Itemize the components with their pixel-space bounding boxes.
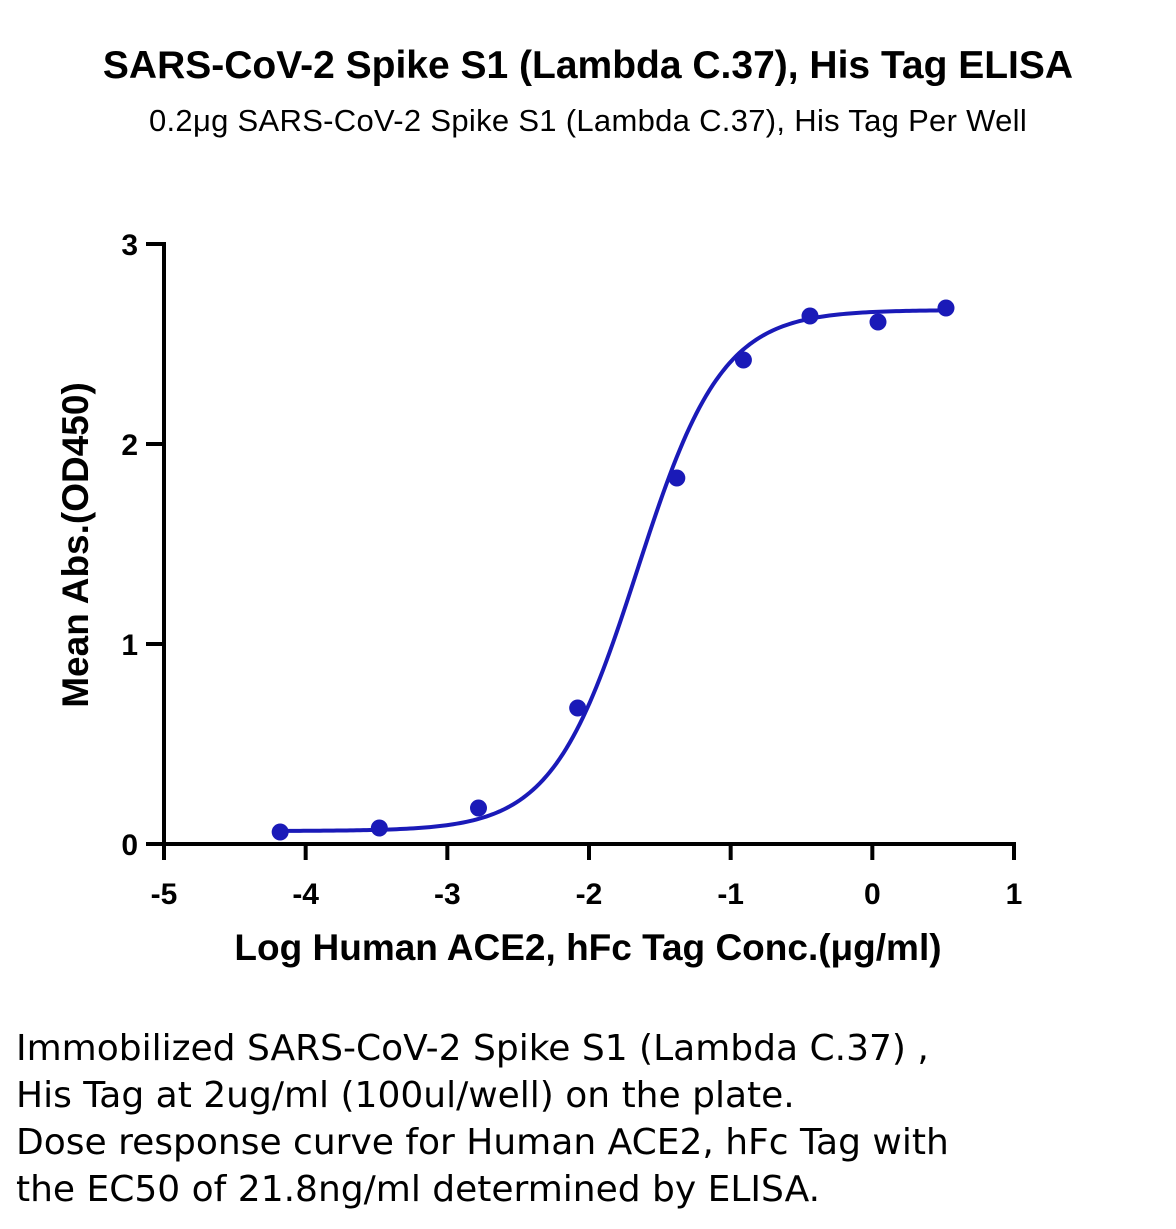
y-tick-label: 2: [121, 429, 138, 462]
data-point: [470, 799, 487, 817]
chart-ticks: -5 -4 -3 -2 -1 0 1 0 1 2 3: [121, 229, 1022, 911]
x-tick-label: 0: [864, 878, 881, 911]
x-tick-label: -2: [576, 878, 603, 911]
y-tick-label: 1: [121, 629, 138, 662]
chart-subtitle: 0.2μg SARS-CoV-2 Spike S1 (Lambda C.37),…: [148, 103, 1028, 138]
x-tick-label: -5: [151, 878, 178, 911]
caption-line: the EC50 of 21.8ng/ml determined by ELIS…: [16, 1169, 821, 1210]
data-point: [370, 819, 388, 837]
data-point: [569, 699, 587, 717]
data-point: [668, 469, 686, 487]
data-point: [271, 823, 289, 841]
x-tick-label: -1: [717, 878, 744, 911]
chart-title: SARS-CoV-2 Spike S1 (Lambda C.37), His T…: [102, 44, 1074, 87]
x-tick-label: -4: [292, 878, 319, 911]
data-point: [937, 299, 955, 317]
data-point: [801, 307, 819, 325]
x-axis-label: Log Human ACE2, hFc Tag Conc.(μg/ml): [234, 927, 941, 968]
caption-line: Dose response curve for Human ACE2, hFc …: [16, 1122, 949, 1163]
chart-axes: [162, 242, 1016, 846]
caption-line: Immobilized SARS-CoV-2 Spike S1 (Lambda …: [16, 1028, 929, 1069]
data-point: [869, 313, 887, 331]
elisa-chart: -5 -4 -3 -2 -1 0 1 0 1 2 3 Log Human ACE2, hFc Tag…: [55, 229, 1022, 968]
x-tick-label: -3: [434, 878, 461, 911]
y-axis-label: Mean Abs.(OD450): [55, 382, 96, 708]
y-tick-label: 0: [121, 829, 138, 862]
data-points: [271, 299, 955, 841]
caption-line: His Tag at 2ug/ml (100ul/well) on the pl…: [16, 1075, 795, 1116]
data-point: [734, 351, 752, 369]
x-tick-label: 1: [1006, 878, 1023, 911]
y-tick-label: 3: [121, 229, 138, 262]
figure-caption: Immobilized SARS-CoV-2 Spike S1 (Lambda …: [16, 1025, 1166, 1213]
fit-curve: [280, 308, 947, 833]
